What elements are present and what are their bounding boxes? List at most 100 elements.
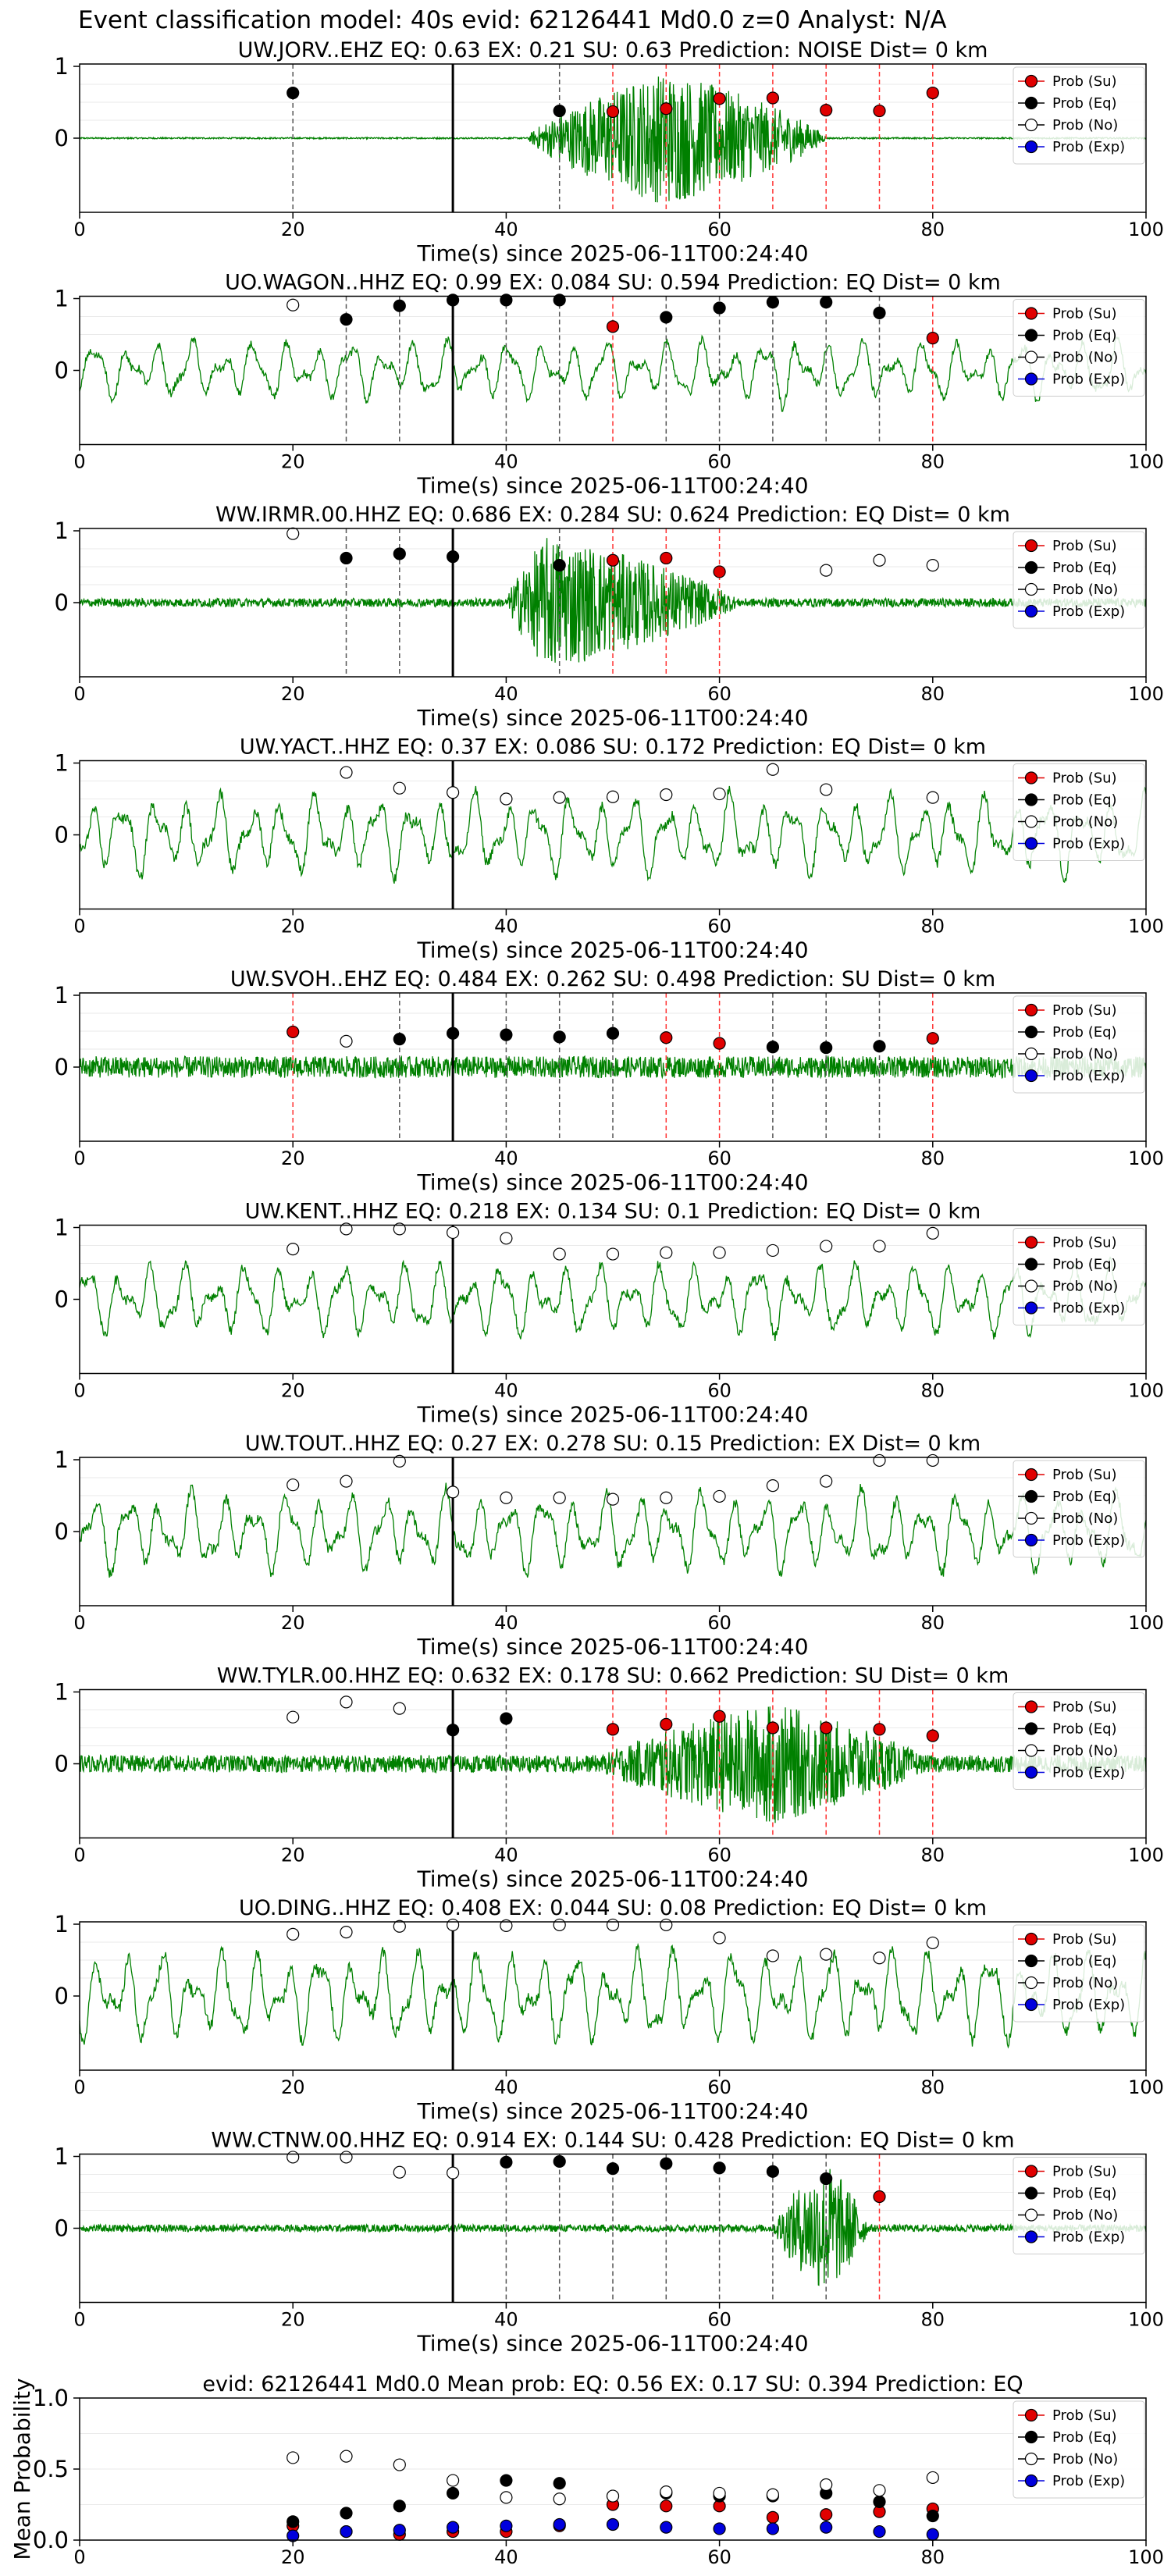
prob-su-point [606,105,620,119]
mean-exp-point [820,2521,833,2534]
x-tick-label: 80 [921,1612,945,1634]
legend-label: Prob (Exp) [1052,139,1125,155]
legend-marker [1024,1489,1038,1503]
x-tick-label: 40 [494,1845,518,1866]
panel-9: WW.CTNW.00.HHZ EQ: 0.914 EX: 0.144 SU: 0… [55,2129,1164,2357]
x-tick-label: 80 [921,916,945,938]
mean-no-point [287,2451,300,2464]
x-axis-label: Time(s) since 2025-06-11T00:24:40 [416,2331,808,2357]
panel-title: WW.CTNW.00.HHZ EQ: 0.914 EX: 0.144 SU: 0… [211,2129,1014,2153]
panel-6: UW.TOUT..HHZ EQ: 0.27 EX: 0.278 SU: 0.15… [55,1432,1164,1660]
prob-eq-point [713,301,726,315]
y-tick-label: 0 [55,1054,69,1080]
prob-eq-point [660,2157,673,2170]
panel-8: UO.DING..HHZ EQ: 0.408 EX: 0.044 SU: 0.0… [55,1896,1164,2124]
prob-no-point [340,1034,353,1048]
x-tick-label: 40 [494,2309,518,2331]
prob-eq-point [606,2162,620,2176]
legend-label: Prob (No) [1052,1975,1118,1991]
x-tick-label: 20 [281,2309,305,2331]
prob-su-point [713,92,726,105]
legend-box [1013,531,1145,629]
mean-exp-point [393,2524,406,2537]
x-tick-label: 80 [921,2546,945,2568]
legend-marker [1024,1069,1038,1083]
mean-exp-point [926,2528,939,2541]
prob-su-point [287,1025,300,1039]
seismic-trace [79,538,1147,663]
y-tick-label: 1 [55,286,69,312]
panel-title: UO.WAGON..HHZ EQ: 0.99 EX: 0.084 SU: 0.5… [225,271,1001,295]
panel-frame [79,1921,1147,2071]
prob-no-point [393,1222,406,1236]
x-tick-label: 20 [281,916,305,938]
panel-title: UO.DING..HHZ EQ: 0.408 EX: 0.044 SU: 0.0… [239,1896,987,1920]
legend-box [1013,1692,1145,1790]
legend-marker [1024,372,1038,386]
legend-marker [1024,2186,1038,2200]
panel-2: WW.IRMR.00.HHZ EQ: 0.686 EX: 0.284 SU: 0… [55,503,1164,731]
legend-label: Prob (Su) [1052,1467,1117,1483]
prob-eq-point [766,2165,780,2178]
prob-no-point [500,1232,513,1245]
prob-eq-point [873,1040,886,1053]
x-tick-label: 40 [494,2546,518,2568]
x-axis-label: Time(s) since 2025-06-11T00:24:40 [416,1402,808,1428]
legend-label: Prob (No) [1052,117,1118,133]
prob-su-point [660,1031,673,1044]
prob-eq-point [500,294,513,307]
prob-su-point [660,102,673,116]
prob-su-point [713,1710,726,1723]
prob-su-point [873,1723,886,1736]
legend-label: Prob (Su) [1052,538,1117,554]
prob-no-point [606,790,620,803]
y-tick-label: 1 [55,982,69,1009]
y-tick-label: 0 [55,358,69,384]
prob-no-point [766,1244,780,1258]
legend-marker [1024,96,1038,110]
legend-label: Prob (Eq) [1052,1024,1117,1041]
y-axis-label: Mean Probability [9,2378,35,2560]
legend-label: Prob (No) [1052,350,1118,366]
prob-no-point [660,788,673,802]
legend-label: Prob (Exp) [1052,603,1125,620]
x-axis-label: Time(s) since 2025-06-11T00:24:40 [416,1866,808,1892]
prob-no-point [393,781,406,795]
prob-no-point [446,1485,460,1499]
x-tick-label: 60 [707,1147,731,1169]
prob-su-point [873,104,886,118]
x-tick-label: 60 [707,2076,731,2098]
prob-no-point [766,1479,780,1493]
mean-eq-point [926,2509,939,2523]
x-axis-label: Time(s) since 2025-06-11T00:24:40 [416,705,808,731]
legend-label: Prob (No) [1052,1046,1118,1062]
prob-no-point [926,1936,939,1950]
legend-box [1013,1924,1145,2023]
legend-marker [1024,1998,1038,2012]
x-tick-label: 100 [1128,219,1164,240]
legend-marker [1024,1258,1038,1271]
prob-su-point [713,1037,726,1050]
legend-marker [1024,771,1038,785]
prob-su-point [820,1721,833,1735]
panel-4: UW.SVOH..EHZ EQ: 0.484 EX: 0.262 SU: 0.4… [55,967,1164,1195]
x-axis-label: Time(s) since 2025-06-11T00:24:40 [416,1169,808,1195]
prob-su-point [606,1723,620,1736]
x-tick-label: 0 [73,1147,85,1169]
prob-no-point [820,564,833,577]
prob-eq-point [553,2154,566,2169]
x-tick-label: 80 [921,1845,945,1866]
prob-eq-point [340,551,353,565]
prob-eq-point [446,294,460,307]
prob-no-point [553,791,566,804]
prob-no-point [500,1491,513,1504]
seismic-trace [79,785,1147,884]
legend-box [1013,1460,1145,1558]
x-tick-label: 40 [494,683,518,705]
legend-label: Prob (Su) [1052,1002,1117,1019]
legend-marker [1024,793,1038,806]
legend-marker [1024,1047,1038,1061]
prob-no-point [820,1948,833,1961]
legend-marker [1024,74,1038,88]
prob-eq-point [393,1033,406,1046]
